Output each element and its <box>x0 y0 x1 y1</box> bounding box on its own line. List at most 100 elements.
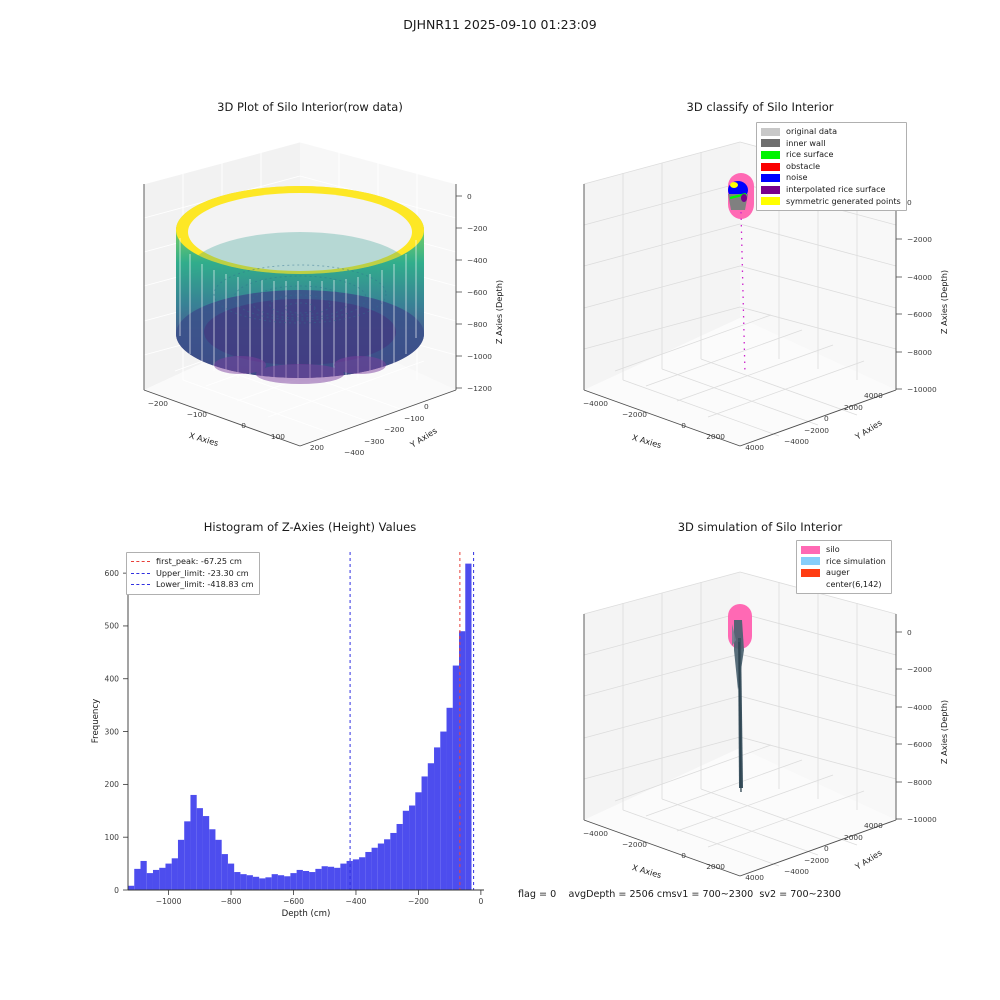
legend-label: first_peak: -67.25 cm <box>156 556 242 566</box>
classify-3d-axes[interactable]: 0 −2000 −4000 −6000 −8000 −10000 Z Axies… <box>560 122 960 460</box>
histogram-y-ticks: 0 100 200 300 400 500 600 <box>105 569 128 895</box>
svg-text:−4000: −4000 <box>784 867 809 876</box>
legend-label: Upper_limit: -23.30 cm <box>156 567 249 578</box>
legend-line-lower-limit <box>131 584 150 586</box>
histogram-bar <box>202 816 210 890</box>
svg-text:X Axies: X Axies <box>188 430 220 448</box>
histogram-bar <box>196 808 203 890</box>
histogram-x-tick-label: −1000 <box>156 897 182 906</box>
panel-histogram: Histogram of Z-Axies (Height) Values 0 10… <box>80 520 500 920</box>
panel-simulation-title: 3D simulation of Silo Interior <box>677 520 843 534</box>
svg-text:−2000: −2000 <box>907 235 932 244</box>
simulation-geometry <box>728 604 752 793</box>
legend-label: obstacle <box>786 160 821 171</box>
histogram-y-tick-label: 300 <box>105 727 120 736</box>
histogram-bar <box>365 851 372 890</box>
histogram-bar <box>359 857 366 890</box>
histogram-bar <box>265 877 272 890</box>
svg-text:Y Axies: Y Axies <box>852 847 883 872</box>
svg-text:200: 200 <box>310 443 324 452</box>
histogram-bar <box>446 707 453 890</box>
svg-text:4000: 4000 <box>745 443 764 452</box>
svg-text:2000: 2000 <box>706 432 725 441</box>
legend-item: obstacle <box>761 161 901 173</box>
histogram-bar <box>402 810 410 890</box>
legend-swatch-obstacle <box>761 162 780 171</box>
svg-text:−2000: −2000 <box>804 426 829 435</box>
figure-suptitle: DJHNR11 2025-09-10 01:23:09 <box>403 17 597 32</box>
classify-legend[interactable]: original data inner wall rice surface ob… <box>756 122 907 212</box>
svg-text:−6000: −6000 <box>907 310 932 319</box>
histogram-legend[interactable]: first_peak: -67.25 cm Upper_limit: -23.3… <box>126 552 260 595</box>
histogram-axes[interactable]: 0 100 200 300 400 500 600 −1000 −800 −600 −400 −20… <box>80 538 500 920</box>
classify-trail <box>740 211 746 375</box>
histogram-bar <box>252 876 260 890</box>
panel-classify-3d: 3D classify of Silo Interior <box>560 100 960 460</box>
histogram-bar <box>171 858 178 890</box>
legend-item: rice surface <box>761 149 901 161</box>
svg-text:Y Axies: Y Axies <box>407 425 438 450</box>
legend-swatch-original-data <box>761 127 780 136</box>
simulation-legend[interactable]: silo rice simulation auger center(6,142) <box>796 540 892 595</box>
histogram-bar <box>140 860 147 890</box>
legend-item: noise <box>761 172 901 184</box>
histogram-bar <box>390 832 397 890</box>
svg-text:−4000: −4000 <box>907 273 932 282</box>
svg-text:0: 0 <box>241 421 246 430</box>
legend-swatch-silo <box>801 545 820 554</box>
svg-text:−2000: −2000 <box>907 665 932 674</box>
histogram-bar <box>371 847 378 890</box>
svg-text:0: 0 <box>681 851 686 860</box>
histogram-bar <box>271 874 278 890</box>
histogram-bar <box>321 866 328 890</box>
legend-label: interpolated rice surface <box>786 183 886 194</box>
svg-text:−2000: −2000 <box>622 410 647 419</box>
svg-text:−400: −400 <box>467 256 488 265</box>
svg-text:−100: −100 <box>404 414 425 423</box>
svg-text:100: 100 <box>271 432 285 441</box>
histogram-x-tick-label: −600 <box>283 897 304 906</box>
classify-cluster <box>728 173 754 219</box>
histogram-x-tick-label: −800 <box>221 897 242 906</box>
raw-3d-axes[interactable]: 0 −200 −400 −600 −800 −1000 −1200 Z Axie… <box>110 122 510 460</box>
svg-text:−2000: −2000 <box>804 856 829 865</box>
svg-text:Z Axies (Depth): Z Axies (Depth) <box>494 280 504 344</box>
legend-swatch-auger <box>801 568 820 577</box>
histogram-bar <box>190 794 197 890</box>
histogram-bar <box>352 859 360 890</box>
histogram-bar <box>452 665 460 890</box>
svg-text:0: 0 <box>467 192 472 201</box>
histogram-bar <box>177 839 185 890</box>
svg-text:X Axies: X Axies <box>631 862 663 880</box>
legend-label: rice surface <box>786 149 834 160</box>
histogram-bar <box>290 873 297 890</box>
histogram-y-tick-label: 100 <box>105 833 120 842</box>
svg-text:−4000: −4000 <box>583 399 608 408</box>
legend-line-upper-limit <box>131 572 150 574</box>
histogram-bar <box>384 839 391 890</box>
legend-swatch-noise <box>761 174 780 183</box>
legend-line-first-peak <box>131 561 150 563</box>
histogram-bar <box>415 792 422 890</box>
legend-item: center(6,142) <box>801 579 886 591</box>
svg-text:Y Axies: Y Axies <box>852 417 883 442</box>
histogram-bar <box>434 747 441 890</box>
histogram-x-tick-label: −200 <box>408 897 429 906</box>
histogram-bar <box>421 776 428 890</box>
histogram-bar <box>296 869 303 890</box>
histogram-bars <box>128 563 472 890</box>
histogram-y-tick-label: 0 <box>114 886 119 895</box>
histogram-bar <box>459 631 466 890</box>
histogram-bar <box>440 731 447 890</box>
histogram-bar <box>128 885 135 890</box>
histogram-y-tick-label: 600 <box>105 569 120 578</box>
svg-text:−1200: −1200 <box>467 384 492 393</box>
classify-z-ticks: 0 −2000 −4000 −6000 −8000 −10000 Z Axies… <box>896 198 949 394</box>
histogram-bar <box>309 872 316 890</box>
simulation-3d-axes[interactable]: 0 −2000 −4000 −6000 −8000 −10000 Z Axies… <box>560 540 960 890</box>
svg-text:−300: −300 <box>364 437 385 446</box>
svg-text:−10000: −10000 <box>907 815 937 824</box>
simulation-3d-panes <box>583 571 897 876</box>
svg-text:4000: 4000 <box>864 391 883 400</box>
